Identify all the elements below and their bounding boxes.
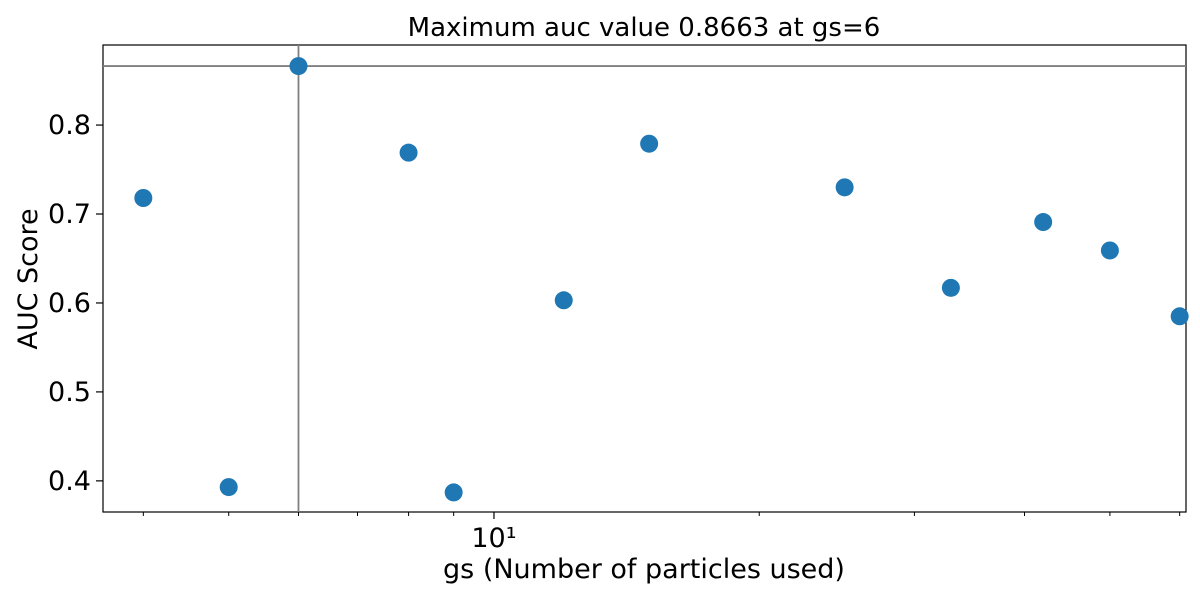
data-point [134, 188, 153, 207]
data-point [399, 143, 418, 162]
data-point [289, 57, 308, 76]
data-point [444, 483, 463, 502]
y-tick-label: 0.5 [48, 377, 91, 408]
y-axis-label: AUC Score [13, 208, 44, 349]
data-point [1100, 241, 1119, 260]
data-point [1034, 213, 1053, 232]
data-point [941, 278, 960, 297]
data-point [835, 178, 854, 197]
plot-area: 0.4 0.5 0.6 0.7 0.8 10¹ [48, 44, 1189, 554]
data-point [1170, 307, 1189, 326]
data-point [219, 478, 238, 497]
axes-frame [102, 44, 1187, 513]
y-tick-label: 0.6 [48, 288, 91, 319]
x-axis-label: gs (Number of particles used) [443, 554, 845, 585]
x-tick-label: 10¹ [471, 523, 516, 554]
y-tick-label: 0.8 [48, 110, 91, 141]
y-tick-label: 0.7 [48, 199, 91, 230]
data-point [640, 134, 659, 153]
y-tick-label: 0.4 [48, 466, 91, 497]
chart-title: Maximum auc value 0.8663 at gs=6 [408, 13, 881, 43]
data-point [554, 291, 573, 310]
